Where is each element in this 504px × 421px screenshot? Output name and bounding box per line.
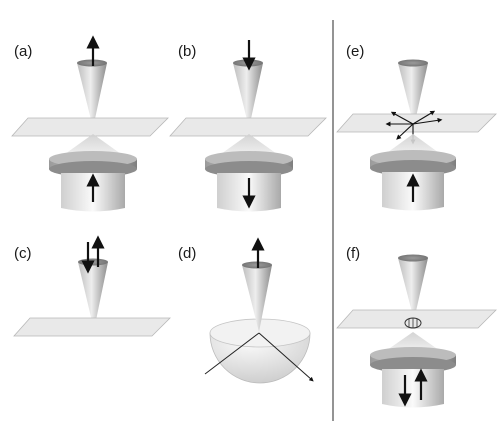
panel-label-c: (c) bbox=[14, 245, 32, 262]
objective-body bbox=[382, 369, 444, 408]
tip-cone bbox=[398, 258, 428, 320]
panel-label-b: (b) bbox=[178, 43, 196, 60]
tip-cone-top bbox=[398, 254, 428, 262]
panel-f: (f) bbox=[336, 245, 497, 408]
tip-cone bbox=[233, 63, 263, 128]
tip-cone-top bbox=[398, 59, 428, 67]
dipole-icon bbox=[404, 317, 422, 329]
sample-plane bbox=[11, 117, 169, 137]
tip-cone bbox=[398, 63, 428, 126]
tip-cone-top bbox=[78, 258, 108, 266]
tip-cone bbox=[242, 265, 272, 332]
panel-c: (c) bbox=[13, 235, 171, 337]
panel-a: (a) bbox=[11, 35, 169, 212]
panel-label-d: (d) bbox=[178, 245, 196, 262]
scattered-ray-left bbox=[204, 332, 260, 375]
panel-d: (d) bbox=[178, 237, 314, 384]
tip-cone bbox=[78, 262, 108, 330]
emission-arrow bbox=[412, 117, 443, 125]
sample-plane bbox=[169, 117, 327, 137]
panel-b: (b) bbox=[169, 40, 327, 212]
scattered-ray-right bbox=[258, 332, 314, 382]
panel-label-e: (e) bbox=[346, 43, 364, 60]
emission-arrow bbox=[396, 123, 414, 140]
emission-arrow bbox=[390, 111, 414, 125]
panel-label-f: (f) bbox=[346, 245, 360, 262]
panel-e: (e) bbox=[336, 43, 497, 211]
panel-label-a: (a) bbox=[14, 43, 32, 60]
sample-plane bbox=[13, 317, 171, 337]
tip-cone bbox=[77, 63, 107, 128]
emission-arrow bbox=[412, 110, 436, 125]
